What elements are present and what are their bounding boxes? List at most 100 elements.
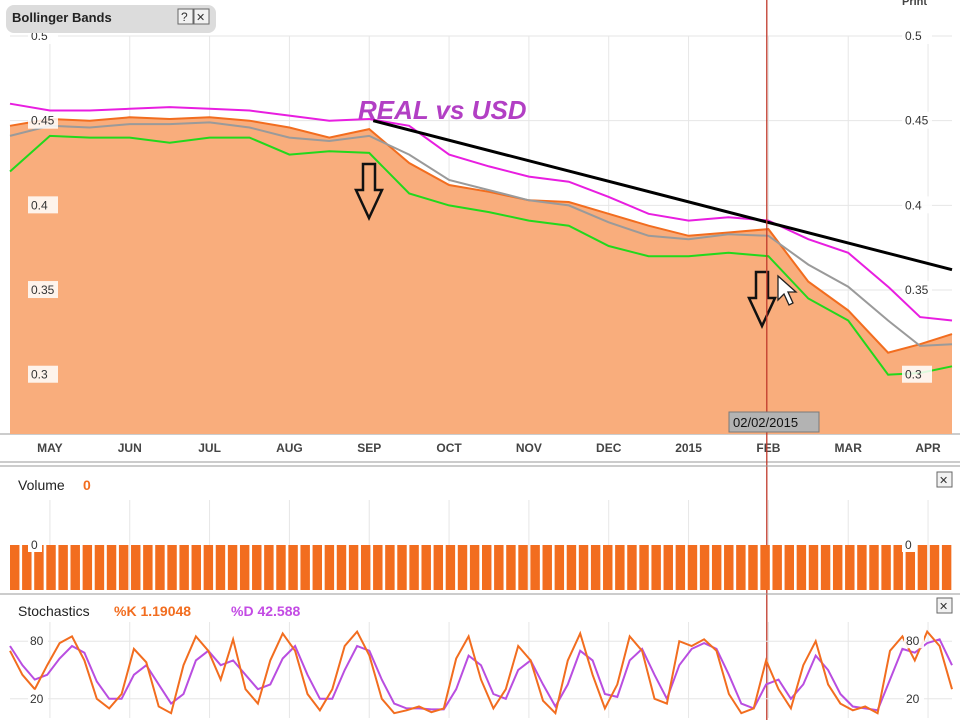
volume-bar xyxy=(360,545,371,590)
y-tick-label-left: 0.3 xyxy=(31,368,48,382)
volume-bar xyxy=(336,545,347,590)
volume-bar xyxy=(832,545,843,590)
x-tick-label: MAR xyxy=(835,441,863,455)
volume-bar xyxy=(409,545,419,590)
y-tick-box xyxy=(902,365,932,383)
mouse-cursor-icon xyxy=(777,274,798,306)
stoch-k-label: %K 1.19048 xyxy=(114,603,191,619)
cursor-date-text: 02/02/2015 xyxy=(733,415,798,430)
volume-bar xyxy=(603,545,613,590)
y-tick-box xyxy=(902,536,916,552)
help-button[interactable] xyxy=(177,8,194,25)
y-tick-box xyxy=(902,281,932,299)
volume-label: Volume xyxy=(18,477,65,493)
volume-bar xyxy=(627,545,637,590)
volume-bar xyxy=(179,545,189,590)
close-button[interactable] xyxy=(193,8,210,25)
volume-bar xyxy=(155,545,165,590)
volume-bar xyxy=(748,545,758,590)
stochastics-grid xyxy=(10,622,952,718)
stoch-y-tick-left: 80 xyxy=(30,634,44,648)
price-line xyxy=(9,116,953,354)
volume-bar xyxy=(373,545,383,590)
volume-bar xyxy=(724,545,734,590)
volume-bar xyxy=(881,545,891,590)
volume-bar xyxy=(796,545,807,590)
volume-bar xyxy=(10,545,20,590)
volume-bar xyxy=(131,545,141,590)
volume-bar xyxy=(566,545,577,590)
stoch-k-line xyxy=(9,629,953,716)
volume-y-tick-left: 0 xyxy=(31,538,38,552)
down-arrow-icon xyxy=(354,162,384,221)
y-tick-box xyxy=(902,111,932,129)
stochastics-y-ticks: 80 80 20 20 xyxy=(28,632,924,706)
volume-bar xyxy=(615,545,625,590)
volume-bar xyxy=(482,545,492,590)
print-link[interactable]: Print xyxy=(902,0,927,8)
volume-bar xyxy=(252,545,262,590)
panel-header: Bollinger Bands ? ✕ xyxy=(6,5,216,33)
volume-bar xyxy=(869,545,879,590)
volume-bar xyxy=(845,545,855,590)
y-tick-box xyxy=(28,689,48,706)
y-tick-label-right: 0.45 xyxy=(905,114,929,128)
upper-band-line xyxy=(9,102,953,322)
trend-line xyxy=(372,119,953,272)
stoch-close-button[interactable] xyxy=(936,597,953,614)
volume-bar xyxy=(94,545,105,590)
panel-title: Bollinger Bands xyxy=(12,10,112,25)
volume-bar xyxy=(118,545,129,590)
volume-bar xyxy=(699,545,710,590)
volume-bar xyxy=(929,545,940,590)
volume-bar xyxy=(385,545,395,590)
price-area xyxy=(10,117,952,435)
volume-bar xyxy=(264,545,274,590)
y-tick-box xyxy=(902,27,932,44)
y-tick-label-right: 0.3 xyxy=(905,368,922,382)
x-tick-label: JUL xyxy=(198,441,221,455)
y-tick-box xyxy=(904,632,924,649)
volume-bar xyxy=(239,545,250,590)
x-tick-label: JUN xyxy=(118,441,142,455)
volume-bar xyxy=(518,545,528,590)
stochastics-panel: Stochastics %K 1.19048 %D 42.588 ✕ 80 80 2… xyxy=(0,593,960,718)
volume-bar xyxy=(288,545,298,590)
volume-bars xyxy=(10,545,952,590)
volume-bar xyxy=(905,545,916,590)
volume-bar xyxy=(445,545,456,590)
volume-bar xyxy=(348,545,359,590)
volume-bar xyxy=(893,545,903,590)
volume-bar xyxy=(167,545,177,590)
volume-bar xyxy=(760,545,770,590)
volume-bar xyxy=(397,545,407,590)
y-tick-label-right: 0.4 xyxy=(905,198,922,212)
volume-bar xyxy=(82,545,93,590)
volume-close-button[interactable] xyxy=(936,471,953,488)
volume-bar xyxy=(663,545,673,590)
help-icon: ? xyxy=(181,10,188,24)
volume-bar xyxy=(324,545,335,590)
volume-bar xyxy=(22,545,32,590)
stoch-y-tick-right: 80 xyxy=(906,634,920,648)
volume-bar xyxy=(70,545,80,590)
y-tick-label-right: 0.5 xyxy=(905,29,922,43)
volume-bar xyxy=(590,545,601,590)
annotation-title: REAL vs USD xyxy=(358,95,527,125)
volume-bar xyxy=(457,545,468,590)
x-tick-label: NOV xyxy=(516,441,542,455)
y-tick-box xyxy=(902,196,932,214)
x-tick-label: SEP xyxy=(357,441,381,455)
volume-bar xyxy=(784,545,794,590)
stoch-d-label: %D 42.588 xyxy=(231,603,300,619)
y-tick-label-left: 0.35 xyxy=(31,283,55,297)
volume-bar xyxy=(687,545,698,590)
volume-bar xyxy=(554,545,565,590)
volume-bar xyxy=(203,545,214,590)
volume-bar xyxy=(820,545,831,590)
volume-bar xyxy=(227,545,238,590)
volume-bar xyxy=(58,545,68,590)
down-arrow-icon xyxy=(747,270,777,329)
volume-bar xyxy=(542,545,552,590)
